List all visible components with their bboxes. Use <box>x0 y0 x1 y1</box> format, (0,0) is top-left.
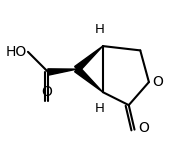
Polygon shape <box>75 46 103 72</box>
Text: O: O <box>138 121 149 135</box>
Polygon shape <box>48 69 77 75</box>
Polygon shape <box>75 67 103 92</box>
Text: H: H <box>95 23 105 36</box>
Text: HO: HO <box>5 45 27 59</box>
Text: O: O <box>41 85 52 99</box>
Text: H: H <box>95 102 105 115</box>
Text: O: O <box>153 75 163 89</box>
